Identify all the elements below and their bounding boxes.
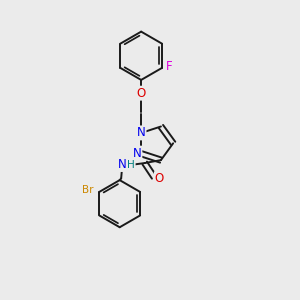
Text: N: N	[133, 147, 141, 160]
Text: Br: Br	[82, 185, 94, 195]
Text: F: F	[166, 61, 173, 74]
Text: H: H	[127, 160, 135, 170]
Text: N: N	[118, 158, 126, 171]
Text: O: O	[155, 172, 164, 185]
Text: N: N	[137, 126, 146, 140]
Text: O: O	[136, 87, 146, 100]
